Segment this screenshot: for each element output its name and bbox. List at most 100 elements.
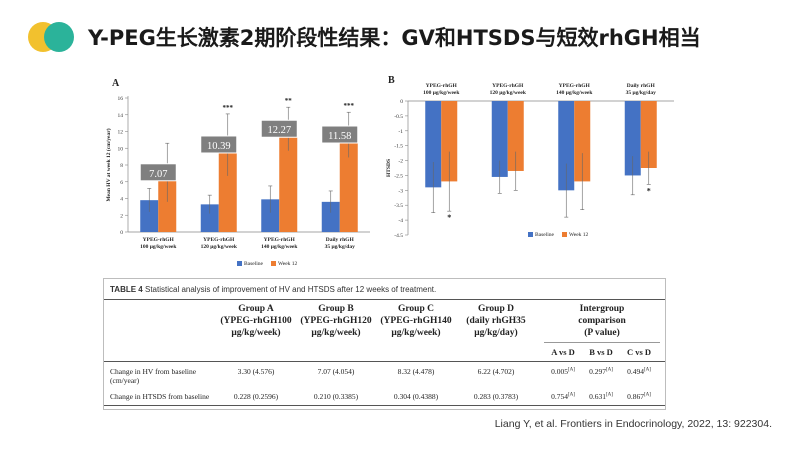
table-header-group: Group D (daily rhGH35 μg/kg/day) bbox=[456, 303, 536, 339]
table-header-line: Intergroup bbox=[579, 304, 625, 314]
table-cell-pvalue: 0.867[A] bbox=[620, 392, 658, 401]
chart-b-ytick-label: -3 bbox=[398, 188, 403, 194]
chart-a-bar-week12 bbox=[158, 172, 177, 232]
logo-circle-teal bbox=[44, 22, 74, 52]
table-subheader: A vs D bbox=[551, 347, 575, 357]
table-header-line: Group D bbox=[478, 304, 514, 314]
table-header-line: (YPEG-rhGH140 bbox=[380, 316, 452, 326]
chart-a-ylabel: Mean HV at week 12 (cm/year) bbox=[105, 128, 112, 201]
chart-a-value-label: 10.39 bbox=[207, 141, 231, 152]
chart-a-bar-week12 bbox=[218, 144, 237, 232]
pvalue-footnote-marker: [A] bbox=[643, 367, 651, 373]
table-header-group: Group B (YPEG-rhGH120 μg/kg/week) bbox=[296, 303, 376, 339]
table-header-line: μg/kg/day) bbox=[474, 328, 518, 338]
chart-b-bar-week12 bbox=[507, 101, 524, 171]
chart-a-ytick-label: 4 bbox=[120, 197, 123, 203]
table-header-group: Group C (YPEG-rhGH140 μg/kg/week) bbox=[376, 303, 456, 339]
table-row-label: Change in HV from baseline bbox=[110, 367, 197, 376]
chart-b-htsds: B 0 -0.5 -1 -1.5 -2 -2.5 -3 -3.5 -4 -4.5 HTSDS YPEG-… bbox=[386, 75, 674, 239]
slide-title: Y-PEG生长激素2期阶段性结果：GV和HTSDS与短效rhGH相当 bbox=[88, 26, 701, 50]
pvalue-text: 0.494 bbox=[627, 367, 644, 376]
chart-a-bar-baseline bbox=[140, 200, 159, 232]
table-header-line: comparison bbox=[578, 316, 626, 326]
chart-a-category-label: Daily rhGH bbox=[326, 237, 355, 243]
chart-a-category-label: YPEG-rhGH bbox=[203, 237, 235, 243]
pvalue-footnote-marker: [A] bbox=[567, 392, 575, 398]
table-header-line: (YPEG-rhGH100 bbox=[220, 316, 292, 326]
pvalue-footnote-marker: [A] bbox=[605, 392, 613, 398]
chart-b-ylabel: HTSDS bbox=[386, 159, 392, 177]
chart-b-significance: * bbox=[447, 213, 451, 222]
chart-b-category-sublabel: 35 μg/kg/day bbox=[626, 90, 656, 96]
chart-a-significance: *** bbox=[344, 102, 355, 110]
table-header-line: Group C bbox=[398, 304, 434, 314]
table-header-line: (daily rhGH35 bbox=[466, 316, 526, 326]
table-cell-pvalue: 0.005[A] bbox=[544, 367, 582, 376]
chart-a-ytick-label: 2 bbox=[120, 213, 123, 219]
table-cell-value: 0.283 (0.3783) bbox=[473, 392, 519, 401]
chart-b-bar-baseline bbox=[624, 101, 641, 176]
chart-a-ytick-label: 12 bbox=[118, 130, 124, 136]
chart-b-category-label: YPEG-rhGH bbox=[492, 83, 524, 89]
chart-a-legend-swatch bbox=[237, 261, 242, 266]
chart-b-bar-week12 bbox=[574, 101, 591, 182]
table-subheader: B vs D bbox=[589, 347, 613, 357]
table-header-line: (P value) bbox=[584, 328, 620, 338]
table-number: TABLE 4 bbox=[110, 285, 143, 294]
chart-a-value-label: 11.58 bbox=[328, 131, 351, 142]
chart-a-panel-label: A bbox=[112, 78, 120, 89]
chart-b-ytick-label: -4.5 bbox=[394, 233, 403, 239]
table-rule-intergroup bbox=[544, 342, 660, 343]
chart-a-category-sublabel: 35 μg/kg/day bbox=[325, 244, 355, 250]
chart-a-bar-week12 bbox=[279, 128, 298, 232]
chart-a-bar-week12 bbox=[339, 134, 358, 232]
chart-a-ytick-label: 16 bbox=[118, 96, 124, 102]
chart-a-value-box bbox=[260, 119, 298, 138]
chart-b-category-sublabel: 100 μg/kg/week bbox=[423, 90, 460, 96]
chart-b-ytick-label: -3.5 bbox=[394, 203, 403, 209]
chart-a-value-box bbox=[139, 163, 177, 182]
chart-a-ytick-label: 6 bbox=[120, 180, 123, 186]
chart-a-ytick-label: 8 bbox=[120, 163, 123, 169]
table-cell-value: 0.228 (0.2596) bbox=[233, 392, 279, 401]
chart-a-category-sublabel: 140 μg/kg/week bbox=[261, 244, 298, 250]
chart-b-ytick-label: -0.5 bbox=[394, 114, 403, 120]
chart-a-bar-baseline bbox=[200, 204, 219, 232]
chart-b-bar-week12 bbox=[441, 101, 458, 182]
chart-a-value-label: 7.07 bbox=[149, 169, 167, 180]
chart-b-bar-baseline bbox=[491, 101, 508, 177]
table-rule-bottom bbox=[104, 405, 665, 406]
table-cell-value: 7.07 (4.054) bbox=[317, 367, 355, 376]
chart-a-legend-label: Baseline bbox=[244, 261, 263, 267]
chart-b-ytick-label: -4 bbox=[398, 218, 403, 224]
statistics-table: TABLE 4 Statistical analysis of improvem… bbox=[103, 278, 666, 410]
pvalue-text: 0.867 bbox=[627, 392, 644, 401]
table-header-line: μg/kg/week) bbox=[311, 328, 361, 338]
table-cell-value: 3.30 (4.576) bbox=[237, 367, 275, 376]
chart-b-panel-label: B bbox=[388, 75, 395, 86]
chart-a-bar-baseline bbox=[261, 199, 280, 232]
chart-b-bar-baseline bbox=[558, 101, 575, 191]
pvalue-text: 0.005 bbox=[551, 367, 568, 376]
chart-a-category-label: YPEG-rhGH bbox=[143, 237, 175, 243]
pvalue-text: 0.754 bbox=[551, 392, 568, 401]
chart-b-category-label: YPEG-rhGH bbox=[426, 83, 458, 89]
table-cell-pvalue: 0.297[A] bbox=[582, 367, 620, 376]
table-header-line: μg/kg/week) bbox=[231, 328, 281, 338]
chart-a-legend-swatch bbox=[271, 261, 276, 266]
table-rule-mid bbox=[104, 361, 665, 362]
chart-b-legend-label: Baseline bbox=[535, 232, 554, 238]
table-cell-value: 8.32 (4.478) bbox=[397, 367, 435, 376]
pvalue-footnote-marker: [A] bbox=[567, 367, 575, 373]
table-body: Group A (YPEG-rhGH100 μg/kg/week) Group B (Y… bbox=[104, 279, 665, 409]
table-header-line: μg/kg/week) bbox=[391, 328, 441, 338]
chart-a-legend-label: Week 12 bbox=[278, 261, 298, 267]
chart-b-ytick-label: -1.5 bbox=[394, 144, 403, 150]
chart-b-category-sublabel: 120 μg/kg/week bbox=[490, 90, 527, 96]
table-cell-pvalue: 0.754[A] bbox=[544, 392, 582, 401]
pvalue-text: 0.631 bbox=[589, 392, 606, 401]
table-header-intergroup: Intergroup comparison (P value) bbox=[542, 303, 662, 339]
chart-a-value-box bbox=[200, 135, 238, 154]
table-header-line: (YPEG-rhGH120 bbox=[300, 316, 372, 326]
pvalue-text: 0.297 bbox=[589, 367, 606, 376]
